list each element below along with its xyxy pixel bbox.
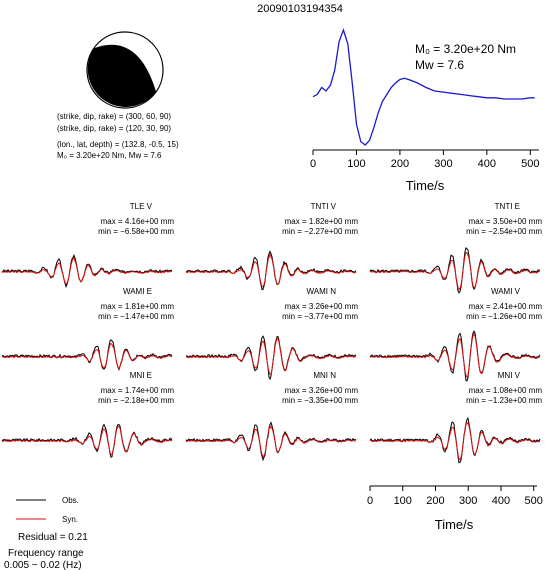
legend-syn-label: Syn. bbox=[62, 515, 78, 524]
legend-obs-label: Obs. bbox=[62, 496, 79, 505]
stf-mw-label: Mw = 7.6 bbox=[415, 58, 464, 72]
observed-waveform bbox=[185, 335, 357, 381]
stf-x-tick-label: 500 bbox=[521, 158, 539, 170]
observed-waveform bbox=[185, 421, 357, 462]
stf-x-label: Time/s bbox=[406, 178, 445, 193]
panel-min-label: min = −1.23e+00 mm bbox=[466, 396, 542, 405]
stf-x-tick-label: 100 bbox=[347, 158, 365, 170]
waveform-x-tick-label: 500 bbox=[525, 495, 543, 507]
stf-x-tick-label: 0 bbox=[310, 158, 316, 170]
beachball-location: (lon., lat, depth) = (132.8, -0.5, 15) bbox=[57, 140, 179, 149]
synthetic-waveform bbox=[369, 421, 541, 460]
panel-max-label: max = 1.08e+00 mm bbox=[469, 386, 543, 395]
frequency-label: Frequency range bbox=[8, 548, 84, 559]
stf-x-tick-label: 400 bbox=[478, 158, 496, 170]
panel-max-label: max = 3.50e+00 mm bbox=[469, 217, 543, 226]
beachball-param-1: (strike, dip, rake) = (300, 60, 90) bbox=[57, 112, 171, 121]
waveform-x-tick-label: 100 bbox=[394, 495, 412, 507]
panel-min-label: min = −2.27e+00 mm bbox=[282, 227, 358, 236]
panel-station-label: TLE V bbox=[130, 202, 153, 211]
panel-max-label: max = 2.41e+00 mm bbox=[469, 302, 543, 311]
panel-station-label: TNTI V bbox=[311, 202, 337, 211]
beachball-compressional-quadrant bbox=[87, 44, 157, 107]
beachball-moment: M₀ = 3.20e+20 Nm, Mw = 7.6 bbox=[57, 151, 162, 160]
panel-station-label: MNI E bbox=[130, 371, 152, 380]
waveform-x-tick-label: 400 bbox=[492, 495, 510, 507]
panel-max-label: max = 4.16e+00 mm bbox=[101, 217, 175, 226]
panel-min-label: min = −1.47e+00 mm bbox=[98, 312, 174, 321]
panel-station-label: WAMI N bbox=[307, 287, 337, 296]
panel-min-label: min = −2.18e+00 mm bbox=[98, 396, 174, 405]
panel-station-label: MNI V bbox=[498, 371, 521, 380]
stf-x-ticks: 0 100 200 300 400 500 bbox=[310, 150, 539, 170]
synthetic-waveform bbox=[1, 425, 173, 456]
panel-station-label: WAMI V bbox=[491, 287, 521, 296]
panel-min-label: min = −3.77e+00 mm bbox=[282, 312, 358, 321]
synthetic-waveform bbox=[1, 257, 173, 286]
panel-min-label: min = −2.54e+00 mm bbox=[466, 227, 542, 236]
synthetic-waveform bbox=[185, 425, 357, 459]
observed-waveform bbox=[185, 250, 357, 291]
panel-station-label: TNTI E bbox=[495, 202, 520, 211]
waveform-x-tick-label: 0 bbox=[367, 495, 373, 507]
panel-min-label: min = −6.58e+00 mm bbox=[98, 227, 174, 236]
panel-station-label: WAMI E bbox=[123, 287, 152, 296]
observed-waveform bbox=[1, 253, 173, 289]
observed-waveform bbox=[1, 423, 173, 458]
panel-min-label: min = −1.26e+00 mm bbox=[466, 312, 542, 321]
frequency-value: 0.005 − 0.02 (Hz) bbox=[4, 560, 82, 570]
stf-series-line bbox=[312, 28, 535, 146]
panel-max-label: max = 1.82e+00 mm bbox=[285, 217, 359, 226]
panel-station-label: MNI N bbox=[313, 371, 336, 380]
waveform-x-tick-label: 300 bbox=[459, 495, 477, 507]
stf-x-tick-label: 200 bbox=[391, 158, 409, 170]
panel-min-label: min = −3.35e+00 mm bbox=[282, 396, 358, 405]
synthetic-waveform bbox=[185, 338, 357, 376]
panel-max-label: max = 3.26e+00 mm bbox=[285, 386, 359, 395]
waveform-x-label: Time/s bbox=[435, 517, 474, 532]
waveform-time-axis: 0 100 200 300 400 500 bbox=[367, 485, 543, 507]
panel-max-label: max = 1.81e+00 mm bbox=[101, 302, 175, 311]
synthetic-waveform bbox=[1, 342, 173, 370]
synthetic-waveform bbox=[185, 253, 357, 288]
figure-title: 20090103194354 bbox=[257, 3, 343, 15]
stf-x-tick-label: 300 bbox=[434, 158, 452, 170]
panel-max-label: max = 3.26e+00 mm bbox=[285, 302, 359, 311]
observed-waveform bbox=[1, 339, 173, 372]
source-time-function-plot: 0 100 200 300 400 500 bbox=[310, 28, 539, 170]
legend: Obs. Syn. bbox=[16, 496, 79, 524]
waveform-x-tick-label: 200 bbox=[426, 495, 444, 507]
synthetic-waveform bbox=[369, 333, 541, 378]
beachball bbox=[86, 31, 164, 109]
residual-label: Residual = 0.21 bbox=[18, 532, 88, 543]
panel-max-label: max = 1.74e+00 mm bbox=[101, 386, 175, 395]
beachball-param-2: (strike, dip, rake) = (120, 30, 90) bbox=[57, 124, 171, 133]
synthetic-waveform bbox=[369, 251, 541, 291]
stf-m0-label: M₀ = 3.20e+20 Nm bbox=[415, 42, 516, 56]
